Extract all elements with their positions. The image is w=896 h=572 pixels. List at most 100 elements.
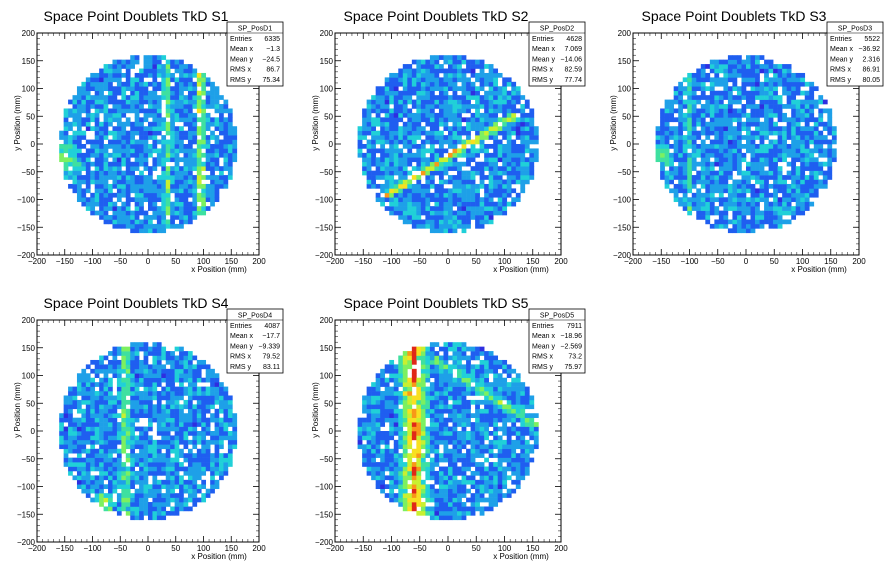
- bin-cell: [165, 493, 171, 498]
- bin-cell: [750, 152, 756, 158]
- bin-cell: [170, 373, 175, 379]
- bin-cell: [827, 126, 833, 131]
- bin-cell: [99, 139, 104, 145]
- x-tick-label: 100: [197, 257, 211, 266]
- bin-cell: [205, 386, 211, 392]
- bin-cell: [660, 139, 665, 145]
- bin-cell: [90, 408, 96, 414]
- bin-cell: [205, 166, 211, 171]
- bin-cell: [201, 121, 207, 127]
- bin-cell: [139, 377, 144, 383]
- bin-cell: [818, 108, 824, 114]
- bin-cell: [700, 144, 706, 149]
- bin-cell: [366, 166, 372, 171]
- bin-cell: [732, 130, 738, 136]
- bin-cell: [511, 201, 517, 207]
- bin-cell: [183, 206, 189, 211]
- y-tick-label: 150: [22, 57, 36, 66]
- bin-cell: [425, 68, 431, 74]
- bin-cell: [99, 144, 104, 149]
- bin-cell: [103, 448, 109, 454]
- bin-cell: [214, 466, 220, 472]
- bin-cell: [714, 117, 720, 123]
- bin-cell: [63, 108, 69, 114]
- bin-cell: [148, 386, 153, 392]
- bin-cell: [732, 206, 738, 211]
- bin-cell: [201, 166, 207, 171]
- bin-cell: [475, 192, 480, 198]
- bin-cell: [366, 175, 372, 180]
- bin-cell: [461, 152, 467, 158]
- bin-cell: [655, 139, 661, 145]
- bin-cell: [81, 426, 87, 432]
- bin-cell: [134, 510, 140, 516]
- bin-cell: [718, 135, 724, 140]
- bin-cell: [156, 457, 162, 463]
- bin-cell: [402, 215, 408, 220]
- bin-cell: [782, 144, 787, 149]
- bin-cell: [90, 448, 96, 454]
- bin-cell: [687, 161, 693, 167]
- bin-cell: [183, 192, 189, 198]
- bin-cell: [85, 466, 91, 472]
- bin-cell: [466, 130, 471, 136]
- bin-cell: [475, 112, 480, 118]
- bin-cell: [484, 104, 489, 109]
- bin-cell: [718, 175, 724, 180]
- bin-cell: [139, 183, 144, 189]
- bin-cell: [393, 108, 399, 114]
- bin-cell: [125, 391, 131, 396]
- bin-cell: [727, 72, 733, 78]
- bin-cell: [139, 121, 144, 127]
- bin-cell: [179, 90, 184, 96]
- bin-cell: [68, 108, 73, 114]
- bin-cell: [809, 166, 815, 171]
- bin-cell: [94, 72, 100, 78]
- bin-cell: [398, 179, 404, 185]
- bin-cell: [183, 179, 189, 185]
- bin-cell: [429, 183, 435, 189]
- bin-cell: [179, 386, 184, 392]
- bin-cell: [759, 64, 765, 69]
- bin-cell: [506, 112, 512, 118]
- bin-cell: [709, 206, 715, 211]
- bin-cell: [90, 377, 96, 383]
- x-tick-label: −200: [326, 257, 345, 266]
- bin-cell: [488, 152, 494, 158]
- bin-cell: [94, 170, 100, 176]
- bin-cell: [139, 439, 144, 445]
- bin-cell: [466, 139, 471, 145]
- bin-cell: [183, 431, 189, 436]
- bin-cell: [411, 175, 417, 180]
- bin-cell: [170, 391, 175, 396]
- bin-cell: [380, 166, 386, 171]
- bin-cell: [678, 201, 684, 207]
- bin-cell: [448, 72, 453, 78]
- bin-cell: [148, 470, 153, 476]
- bin-cell: [148, 484, 153, 490]
- bin-cell: [148, 466, 153, 472]
- bin-cell: [108, 81, 113, 87]
- bin-cell: [121, 81, 127, 87]
- bin-cell: [63, 126, 69, 131]
- bin-cell: [143, 506, 149, 512]
- bin-cell: [196, 373, 202, 379]
- bin-cell: [139, 368, 144, 374]
- bin-cell: [384, 152, 390, 158]
- bin-cell: [438, 210, 444, 216]
- bin-cell: [402, 183, 408, 189]
- bin-cell: [99, 135, 104, 140]
- bin-cell: [488, 117, 494, 123]
- bin-cell: [156, 139, 162, 145]
- bin-cell: [759, 108, 765, 114]
- bin-cell: [497, 99, 503, 105]
- bin-cell: [165, 413, 171, 418]
- bin-cell: [362, 112, 367, 118]
- bin-cell: [125, 206, 131, 211]
- bin-cell: [99, 444, 104, 450]
- bin-cell: [660, 166, 665, 171]
- bin-cell: [375, 112, 381, 118]
- bin-cell: [773, 210, 778, 216]
- bin-cell: [85, 426, 91, 432]
- bin-cell: [148, 201, 153, 207]
